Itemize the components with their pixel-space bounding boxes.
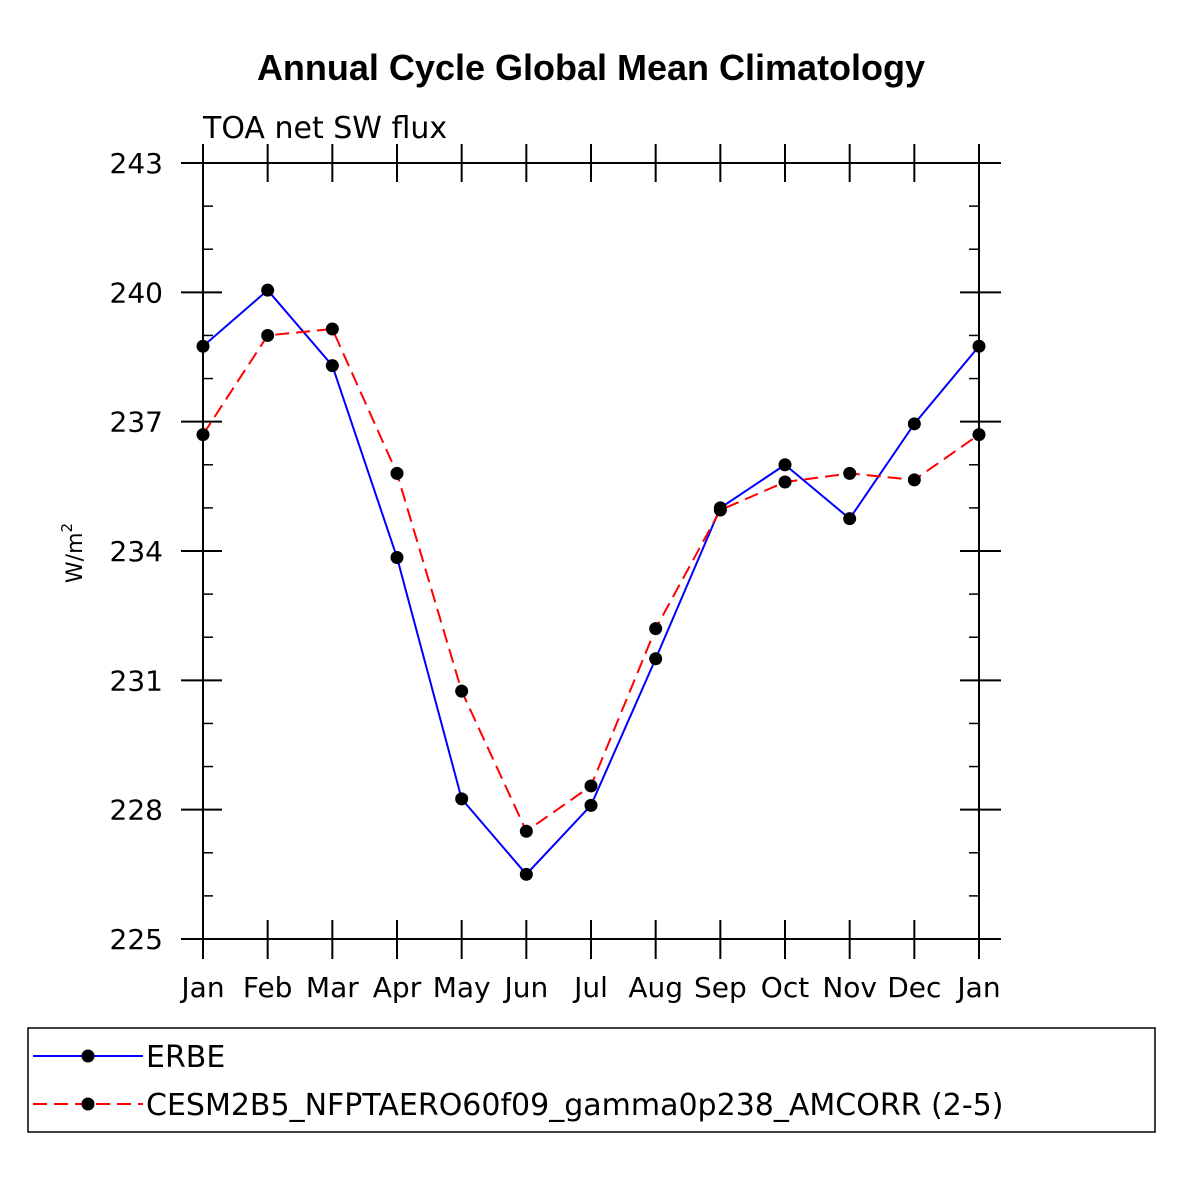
x-tick-label: Oct	[761, 971, 809, 1004]
chart-subtitle: TOA net SW flux	[202, 111, 447, 146]
data-point	[778, 458, 792, 472]
y-tick-label: 231	[110, 664, 163, 697]
x-tick-label: Aug	[628, 971, 683, 1004]
data-point	[455, 792, 469, 806]
legend-marker	[81, 1049, 95, 1063]
data-point	[713, 503, 727, 517]
data-point	[907, 417, 921, 431]
y-tick-label: 234	[110, 535, 163, 568]
data-point	[649, 622, 663, 636]
x-tick-label: Jan	[955, 971, 1000, 1004]
x-tick-label: May	[433, 971, 491, 1004]
x-tick-labels: Jan Feb Mar Apr May Jun Jul Aug Sep Oct Nov Dec Jan	[179, 971, 1000, 1004]
x-tick-label: Sep	[694, 971, 747, 1004]
y-axis-label-superscript: 2	[58, 523, 76, 533]
x-tick-label: Feb	[243, 971, 293, 1004]
data-point	[584, 798, 598, 812]
legend-box	[27, 1027, 1156, 1133]
legend-marker	[81, 1097, 95, 1111]
data-point	[196, 428, 210, 442]
data-point	[972, 339, 986, 353]
series-2	[196, 322, 986, 838]
data-point	[907, 473, 921, 487]
data-point	[325, 322, 339, 336]
chart-title: Annual Cycle Global Mean Climatology	[257, 47, 925, 88]
plot-frame	[202, 162, 980, 940]
data-point	[843, 466, 857, 480]
svg-text:W/m2: W/m2	[58, 523, 88, 583]
y-tick-labels: 225 228 231 234 237 240 243	[110, 147, 163, 956]
y-tick-label: 243	[110, 147, 163, 180]
data-point	[261, 328, 275, 342]
series-line	[202, 327, 980, 833]
legend-label: ERBE	[146, 1040, 225, 1075]
axis-ticks	[181, 144, 1001, 959]
x-tick-label: Nov	[822, 971, 877, 1004]
legend-item-1: ERBE	[33, 1040, 225, 1075]
x-tick-label: Apr	[373, 971, 422, 1004]
y-tick-label: 240	[110, 276, 163, 309]
x-tick-label: Dec	[887, 971, 941, 1004]
data-point	[778, 475, 792, 489]
data-point	[455, 684, 469, 698]
legend: ERBE CESM2B5_NFPTAERO60f09_gamma0p238_AMC…	[27, 1027, 1156, 1133]
x-tick-label: Jul	[572, 971, 608, 1004]
x-tick-label: Mar	[306, 971, 359, 1004]
data-point	[325, 359, 339, 373]
y-tick-label: 237	[110, 406, 163, 439]
legend-label: CESM2B5_NFPTAERO60f09_gamma0p238_AMCORR …	[146, 1088, 1003, 1123]
y-tick-label: 228	[110, 794, 163, 827]
y-tick-label: 225	[110, 923, 163, 956]
data-point	[843, 512, 857, 526]
legend-items: ERBE CESM2B5_NFPTAERO60f09_gamma0p238_AMC…	[33, 1040, 1003, 1123]
x-tick-label: Jan	[179, 971, 224, 1004]
data-point	[649, 652, 663, 666]
x-tick-label: Jun	[502, 971, 548, 1004]
data-point	[584, 779, 598, 793]
series-layer	[196, 283, 986, 881]
data-point	[196, 339, 210, 353]
legend-item-2: CESM2B5_NFPTAERO60f09_gamma0p238_AMCORR …	[33, 1088, 1003, 1123]
data-point	[519, 824, 533, 838]
data-point	[261, 283, 275, 297]
series-1	[196, 283, 986, 881]
data-point	[972, 428, 986, 442]
data-point	[519, 867, 533, 881]
data-point	[390, 550, 404, 564]
y-axis-label: W/m2	[58, 523, 88, 583]
data-point	[390, 466, 404, 480]
y-axis-label-text: W/m	[63, 532, 88, 583]
